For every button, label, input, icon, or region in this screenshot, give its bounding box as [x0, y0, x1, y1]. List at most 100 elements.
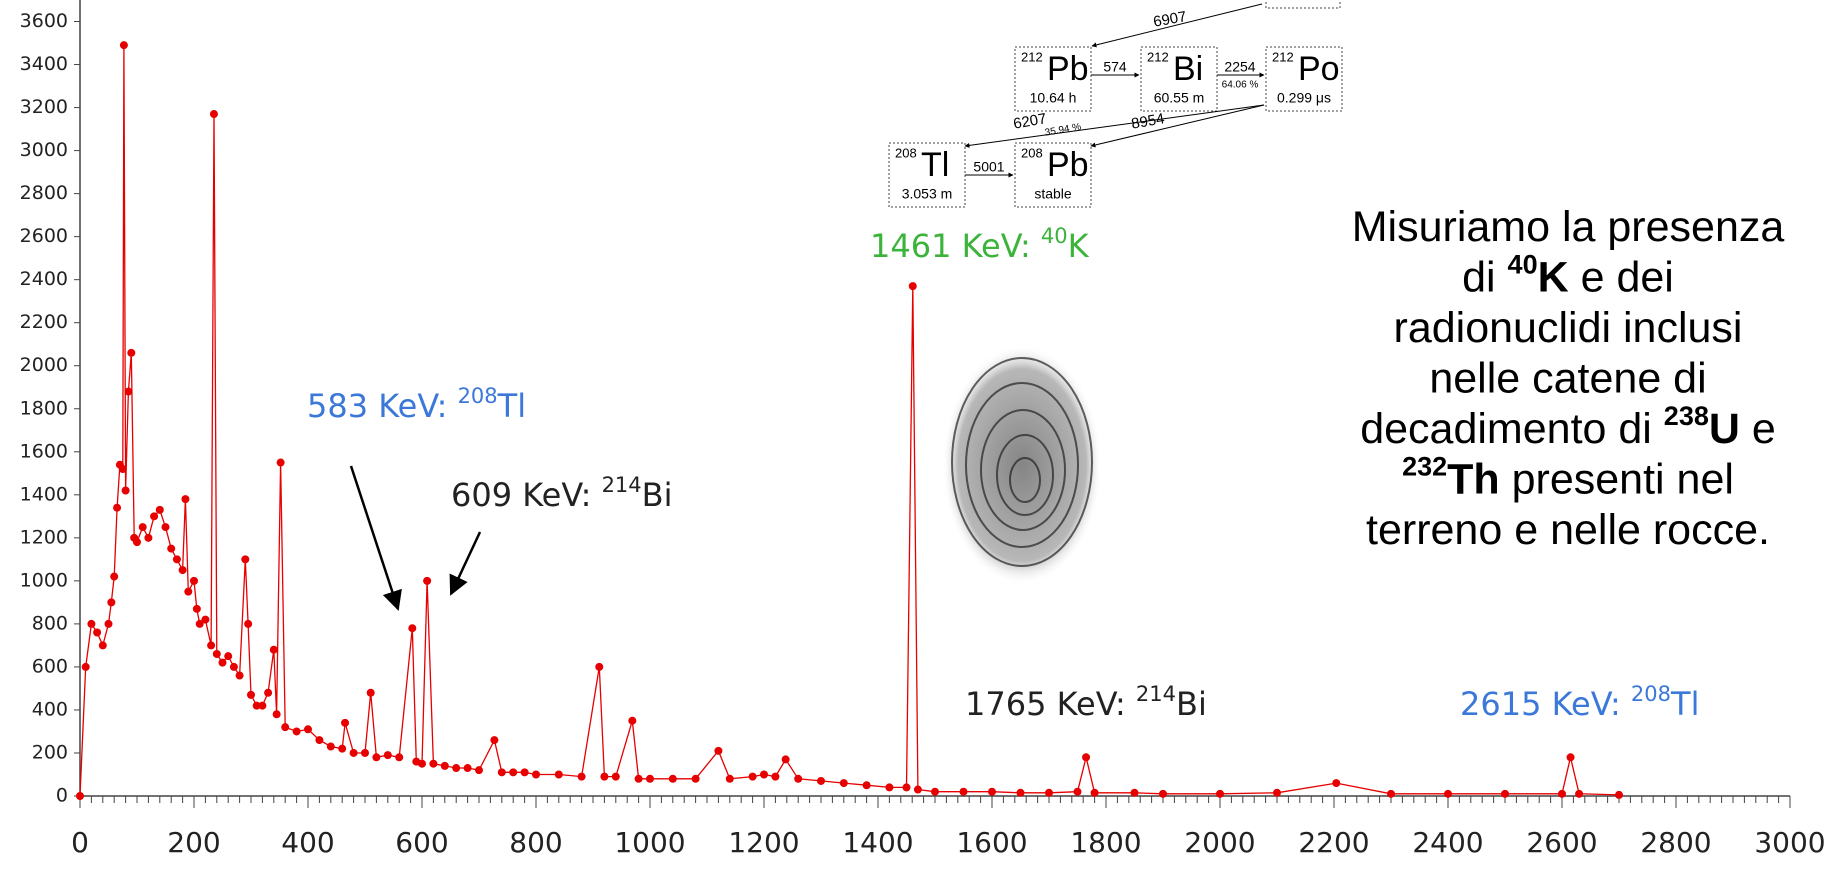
annotation-mass: 40 [1041, 224, 1068, 248]
fingerprint [942, 345, 1102, 585]
y-tick-label: 3600 [20, 10, 68, 32]
data-point [304, 725, 312, 734]
data-point [366, 688, 375, 697]
data-point [1332, 779, 1341, 788]
data-point [668, 774, 677, 783]
note-line: radionuclidi inclusi [1394, 304, 1743, 352]
data-point [440, 761, 449, 770]
data-point [121, 486, 130, 495]
note-text: terreno e nelle rocce. [1366, 506, 1770, 554]
data-point [595, 662, 604, 671]
note-line: nelle catene di [1429, 355, 1706, 403]
data-point [520, 768, 529, 777]
y-tick-label: 3000 [20, 139, 68, 161]
annotation: 1765 KeV: 214Bi [965, 682, 1207, 723]
y-tick-label: 600 [32, 655, 68, 677]
data-point [349, 748, 358, 757]
data-point [119, 41, 128, 50]
annotation: 609 KeV: 214Bi [451, 473, 673, 514]
data-point [315, 736, 324, 745]
annotation-element: Tl [497, 387, 526, 425]
transition-label: 35.94 % [1044, 122, 1082, 139]
data-point [161, 523, 170, 532]
note-line: di 40K e dei [1462, 250, 1674, 302]
data-point [181, 495, 190, 504]
note-line: Misuriamo la presenza [1352, 203, 1785, 251]
decay-box-partial [1265, 0, 1341, 9]
nuclide-symbol: Pb [1047, 50, 1089, 88]
data-point [207, 641, 216, 650]
transition-label: 574 [1103, 59, 1127, 75]
data-point [195, 619, 204, 628]
data-point [475, 766, 483, 775]
x-tick-label: 800 [509, 826, 562, 859]
x-tick-label: 1200 [728, 826, 799, 859]
data-point [218, 658, 227, 667]
data-point [885, 783, 894, 792]
x-tick-label: 1800 [1070, 826, 1141, 859]
y-tick-label: 1200 [20, 526, 68, 548]
annotation-mass: 208 [458, 384, 498, 408]
note-text: nelle catene di [1429, 355, 1706, 403]
data-point [532, 770, 540, 779]
annotation-text: 609 KeV: [451, 476, 602, 514]
data-point [452, 764, 461, 773]
y-tick-label: 1000 [20, 569, 68, 591]
data-point [577, 772, 586, 781]
data-point [554, 770, 563, 779]
note-mass: 40 [1508, 250, 1538, 280]
data-point [264, 688, 273, 697]
data-point [408, 624, 417, 633]
y-tick-label: 400 [32, 698, 68, 720]
data-point [959, 787, 968, 796]
transition-label: 8954 [1130, 110, 1166, 133]
data-point [113, 503, 122, 512]
x-tick-label: 1000 [614, 826, 685, 859]
data-point [1159, 789, 1167, 798]
data-point [118, 464, 127, 473]
data-point [209, 110, 218, 119]
nuclide-mass: 212 [1147, 49, 1169, 64]
data-point [172, 555, 181, 564]
data-point [224, 652, 233, 661]
data-point [150, 512, 159, 521]
data-point [229, 662, 238, 671]
annotation-text: 1461 KeV: [870, 227, 1041, 265]
x-tick-label: 600 [395, 826, 448, 859]
data-point [1558, 789, 1566, 798]
nuclide-box [1014, 142, 1092, 208]
data-point [361, 748, 369, 757]
data-point [155, 505, 164, 514]
nuclide-symbol: Bi [1173, 50, 1203, 88]
annotation-text: 583 KeV: [307, 387, 458, 425]
data-point [184, 587, 193, 596]
nuclide-mass: 208 [1021, 145, 1043, 160]
data-point [628, 716, 637, 725]
x-tick-label: 2000 [1184, 826, 1255, 859]
data-point [81, 662, 90, 671]
data-point [167, 544, 176, 553]
annotation-arrow [449, 531, 482, 596]
data-point [1575, 789, 1584, 798]
data-point [190, 576, 198, 585]
data-point [1501, 789, 1509, 798]
data-point [781, 755, 790, 764]
data-point [241, 555, 250, 564]
nuclide-symbol: Pb [1047, 146, 1089, 184]
data-point [269, 645, 278, 654]
transition-label: 64.06 % [1222, 80, 1259, 91]
annotation-element: Bi [642, 476, 673, 514]
annotation-element: K [1068, 227, 1090, 265]
data-point [839, 779, 848, 788]
nuclide-half-life: 10.64 h [1030, 90, 1077, 106]
nuclide-symbol: Tl [921, 146, 949, 184]
data-point [862, 781, 871, 790]
x-tick-label: 2600 [1526, 826, 1597, 859]
decay-chain: 212 Pb 10.64 h 212 Bi 60.55 m 212 Po 0.299 μs 208… [888, 3, 1343, 208]
data-point [1273, 788, 1281, 797]
decay-arrow [964, 104, 1265, 148]
data-point [107, 598, 116, 607]
data-point [1216, 789, 1224, 798]
